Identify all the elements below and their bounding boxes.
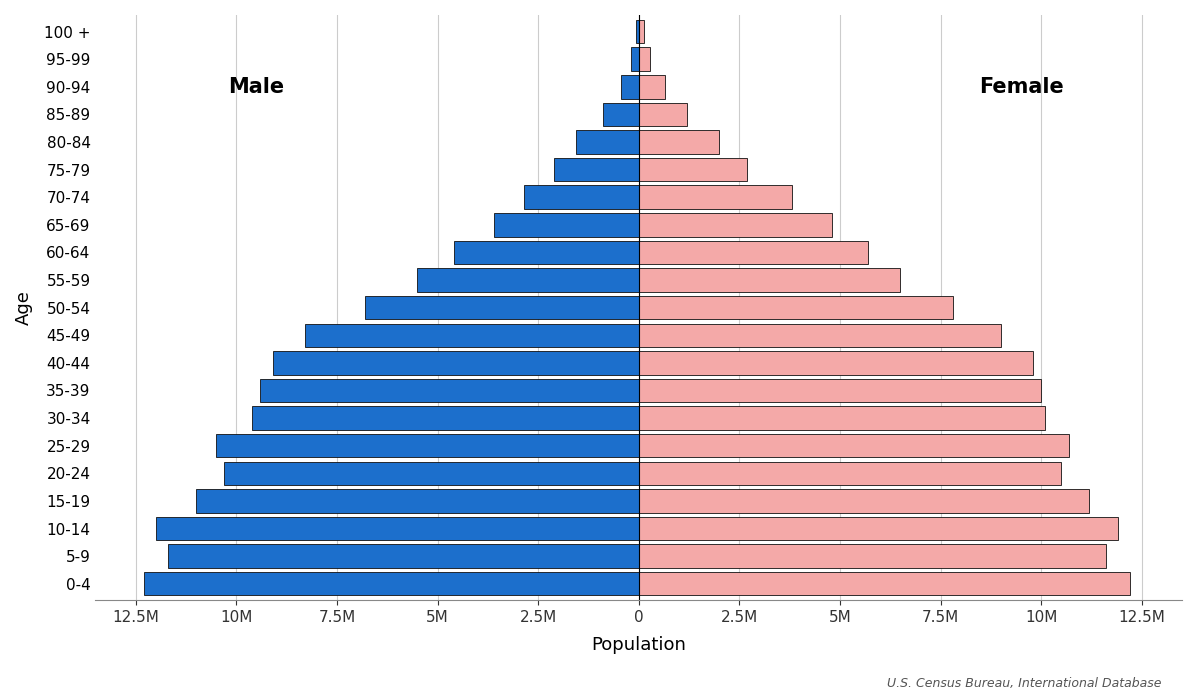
Bar [639,213,832,236]
Bar [639,351,1033,374]
Text: Female: Female [979,77,1063,97]
Bar [639,516,1118,540]
Bar [639,47,650,71]
Bar [554,158,639,181]
Bar [524,185,639,209]
Bar [494,213,639,236]
Bar [261,378,639,402]
Bar [639,20,644,43]
Bar [305,323,639,347]
Bar [639,296,953,319]
Bar [365,296,639,319]
Bar [639,489,1089,512]
Bar [639,323,1001,347]
Bar [224,461,639,485]
Text: U.S. Census Bureau, International Database: U.S. Census Bureau, International Databa… [887,677,1161,690]
Bar [639,102,687,126]
Bar [156,516,639,540]
Bar [639,158,747,181]
Bar [639,378,1041,402]
Bar [454,240,639,264]
Bar [632,47,639,71]
Bar [639,240,868,264]
Bar [639,130,719,154]
Bar [639,185,791,209]
X-axis label: Population: Population [591,636,686,654]
Text: Male: Male [229,77,285,97]
Bar [217,434,639,457]
Bar [620,75,639,98]
Bar [639,268,900,292]
Y-axis label: Age: Age [16,290,34,325]
Bar [577,130,639,154]
Bar [418,268,639,292]
Bar [196,489,639,512]
Bar [253,406,639,430]
Bar [636,20,639,43]
Bar [602,102,639,126]
Bar [144,572,639,595]
Bar [639,406,1045,430]
Bar [639,461,1062,485]
Bar [273,351,639,374]
Bar [639,572,1130,595]
Bar [639,75,664,98]
Bar [639,544,1106,568]
Bar [168,544,639,568]
Bar [639,434,1069,457]
